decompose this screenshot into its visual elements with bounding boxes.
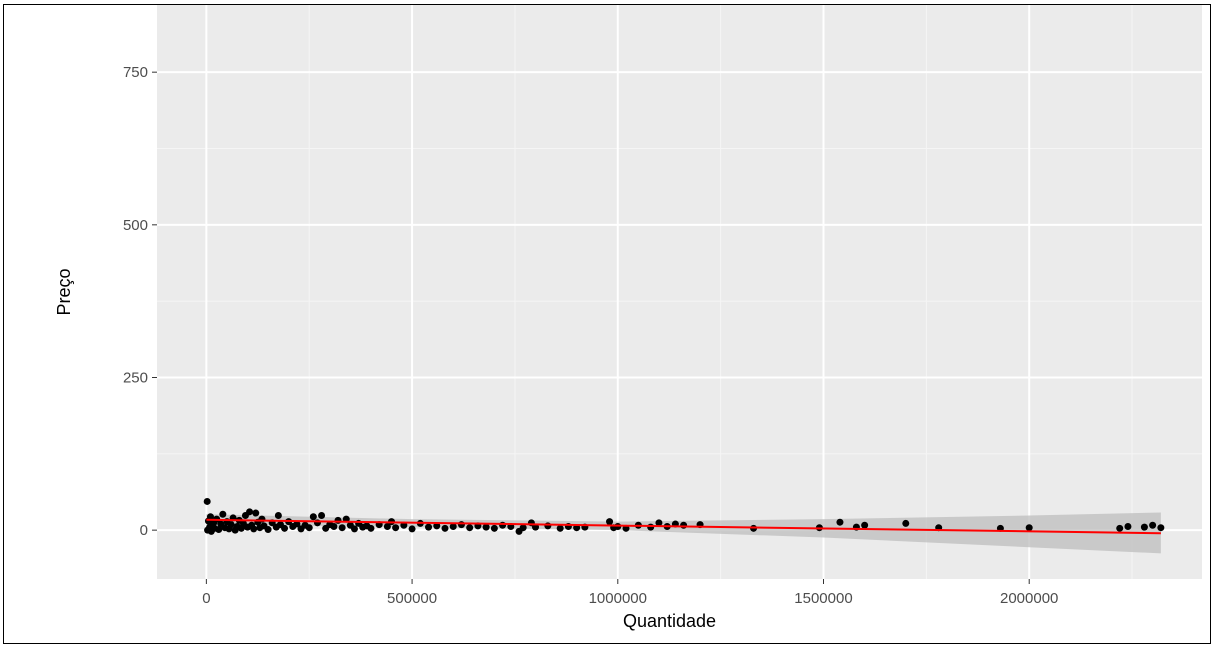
data-point: [1140, 523, 1148, 531]
data-point: [556, 524, 564, 532]
data-point: [264, 526, 272, 534]
data-point: [219, 510, 227, 518]
data-point: [334, 516, 342, 524]
data-point: [1149, 521, 1157, 529]
points-layer: [203, 497, 1165, 535]
data-point: [274, 511, 282, 519]
data-point: [902, 519, 910, 527]
data-point: [305, 524, 313, 532]
data-point: [203, 497, 211, 505]
y-tick-label: 0: [140, 522, 148, 539]
data-point: [330, 522, 338, 530]
y-tick-label: 250: [123, 369, 148, 386]
data-point: [258, 515, 266, 523]
data-point: [1116, 524, 1124, 532]
data-point: [466, 524, 474, 532]
fit-line: [206, 518, 1161, 535]
data-point: [1157, 524, 1165, 532]
y-axis-title: Preço: [54, 268, 74, 315]
data-point: [490, 524, 498, 532]
chart-frame: 0 500000 1000000 1500000 2000000 0 250 500 750 …: [3, 4, 1211, 644]
data-point: [350, 525, 358, 533]
data-point: [250, 525, 258, 533]
x-tick-label: 1500000: [794, 590, 852, 607]
data-point: [246, 508, 254, 516]
data-point: [1124, 522, 1132, 530]
data-point: [647, 523, 655, 531]
x-tick-label: 500000: [387, 590, 437, 607]
data-point: [425, 523, 433, 531]
x-tick-label: 2000000: [1000, 590, 1058, 607]
data-point: [383, 522, 391, 530]
data-point: [655, 519, 663, 527]
x-axis-title: Quantidade: [623, 611, 716, 631]
data-point: [519, 524, 527, 532]
data-point: [318, 511, 326, 519]
data-point: [215, 526, 223, 534]
data-point: [206, 513, 214, 521]
y-axis-ticks: 0 250 500 750: [123, 64, 157, 539]
data-point: [281, 524, 289, 532]
x-axis-ticks: 0 500000 1000000 1500000 2000000: [202, 579, 1058, 607]
scatter-chart: 0 500000 1000000 1500000 2000000 0250500750 …: [54, 5, 1202, 631]
data-point: [606, 518, 614, 526]
data-point: [309, 513, 317, 521]
data-point: [449, 522, 457, 530]
data-point: [482, 523, 490, 531]
plot-panel: [157, 5, 1202, 579]
data-point: [836, 518, 844, 526]
data-point: [338, 524, 346, 532]
data-point: [1025, 524, 1033, 532]
data-point: [367, 524, 375, 532]
data-point: [227, 521, 235, 529]
data-point: [499, 521, 507, 529]
data-point: [544, 522, 552, 530]
fit-line-layer: [206, 518, 1161, 535]
x-tick-label: 0: [202, 590, 210, 607]
data-point: [408, 525, 416, 533]
data-point: [252, 509, 260, 517]
y-tick-label: 750: [123, 64, 148, 81]
data-point: [293, 520, 301, 528]
x-tick-label: 1000000: [589, 590, 647, 607]
minor-grid: [157, 5, 1202, 579]
data-point: [392, 524, 400, 532]
data-point: [861, 521, 869, 529]
y-tick-label: 500: [123, 217, 148, 234]
data-point: [433, 522, 441, 530]
data-point: [680, 521, 688, 529]
data-point: [457, 521, 465, 529]
data-point: [441, 524, 449, 532]
